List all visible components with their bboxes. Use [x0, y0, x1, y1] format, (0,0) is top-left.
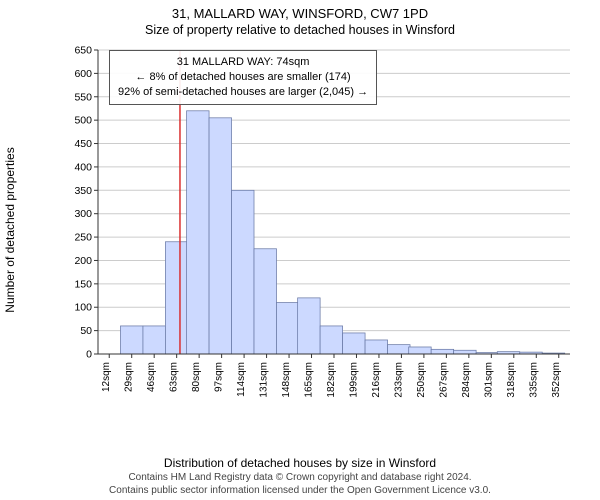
x-axis-label: Distribution of detached houses by size …	[0, 456, 600, 470]
svg-text:267sqm: 267sqm	[438, 362, 449, 398]
svg-text:12sqm: 12sqm	[101, 362, 112, 392]
annotation-line-2: ← 8% of detached houses are smaller (174…	[118, 70, 368, 85]
histogram-bar	[187, 111, 209, 354]
histogram-bar	[165, 242, 187, 354]
svg-text:650: 650	[74, 45, 92, 57]
svg-text:300: 300	[74, 208, 92, 220]
footer-line-1: Contains HM Land Registry data © Crown c…	[0, 472, 600, 485]
svg-text:63sqm: 63sqm	[169, 362, 180, 392]
svg-text:352sqm: 352sqm	[551, 362, 562, 398]
y-axis-label: Number of detached properties	[3, 147, 17, 312]
footer-line-2: Contains public sector information licen…	[0, 485, 600, 498]
histogram-bar	[143, 326, 165, 354]
histogram-bar	[388, 345, 410, 354]
chart-title-sub: Size of property relative to detached ho…	[0, 21, 600, 37]
svg-text:400: 400	[74, 161, 92, 173]
histogram-bar	[431, 349, 453, 354]
svg-text:80sqm: 80sqm	[191, 362, 202, 392]
svg-text:100: 100	[74, 302, 92, 314]
svg-text:250sqm: 250sqm	[416, 362, 427, 398]
histogram-bar	[276, 303, 298, 354]
svg-text:165sqm: 165sqm	[304, 362, 315, 398]
svg-text:46sqm: 46sqm	[146, 362, 157, 392]
svg-text:301sqm: 301sqm	[483, 362, 494, 398]
svg-text:114sqm: 114sqm	[236, 362, 247, 397]
svg-text:131sqm: 131sqm	[259, 362, 270, 398]
svg-text:600: 600	[74, 68, 92, 80]
svg-text:29sqm: 29sqm	[124, 362, 135, 392]
svg-text:318sqm: 318sqm	[506, 362, 517, 398]
svg-text:350: 350	[74, 185, 92, 197]
svg-text:216sqm: 216sqm	[371, 362, 382, 398]
svg-text:182sqm: 182sqm	[326, 362, 337, 398]
histogram-bar	[254, 249, 276, 354]
annotation-box: 31 MALLARD WAY: 74sqm ← 8% of detached h…	[109, 50, 377, 105]
svg-text:233sqm: 233sqm	[393, 362, 404, 398]
svg-text:500: 500	[74, 115, 92, 127]
svg-text:97sqm: 97sqm	[214, 362, 225, 392]
svg-text:50: 50	[80, 325, 92, 337]
chart-title-address: 31, MALLARD WAY, WINSFORD, CW7 1PD	[0, 0, 600, 21]
svg-text:284sqm: 284sqm	[461, 362, 472, 398]
svg-text:0: 0	[86, 349, 92, 361]
histogram-bar	[454, 350, 476, 354]
histogram-bar	[320, 326, 342, 354]
histogram-bar	[409, 347, 431, 354]
svg-text:450: 450	[74, 138, 92, 150]
svg-text:335sqm: 335sqm	[528, 362, 539, 398]
svg-text:550: 550	[74, 91, 92, 103]
svg-text:250: 250	[74, 232, 92, 244]
histogram-bar	[298, 298, 320, 354]
svg-text:148sqm: 148sqm	[281, 362, 292, 398]
histogram-bar	[343, 333, 365, 354]
footer-attribution: Contains HM Land Registry data © Crown c…	[0, 472, 600, 497]
histogram-bar	[365, 340, 387, 354]
histogram-bar	[209, 118, 231, 354]
annotation-line-3: 92% of semi-detached houses are larger (…	[118, 85, 368, 100]
svg-text:199sqm: 199sqm	[348, 362, 359, 398]
svg-text:150: 150	[74, 278, 92, 290]
histogram-bar	[232, 190, 254, 354]
chart-area: 0 50 100 150 200 250 300 350 400 450 500 550 600 650 1…	[58, 44, 578, 414]
histogram-bar	[120, 326, 142, 354]
svg-text:200: 200	[74, 255, 92, 267]
annotation-line-1: 31 MALLARD WAY: 74sqm	[118, 55, 368, 70]
